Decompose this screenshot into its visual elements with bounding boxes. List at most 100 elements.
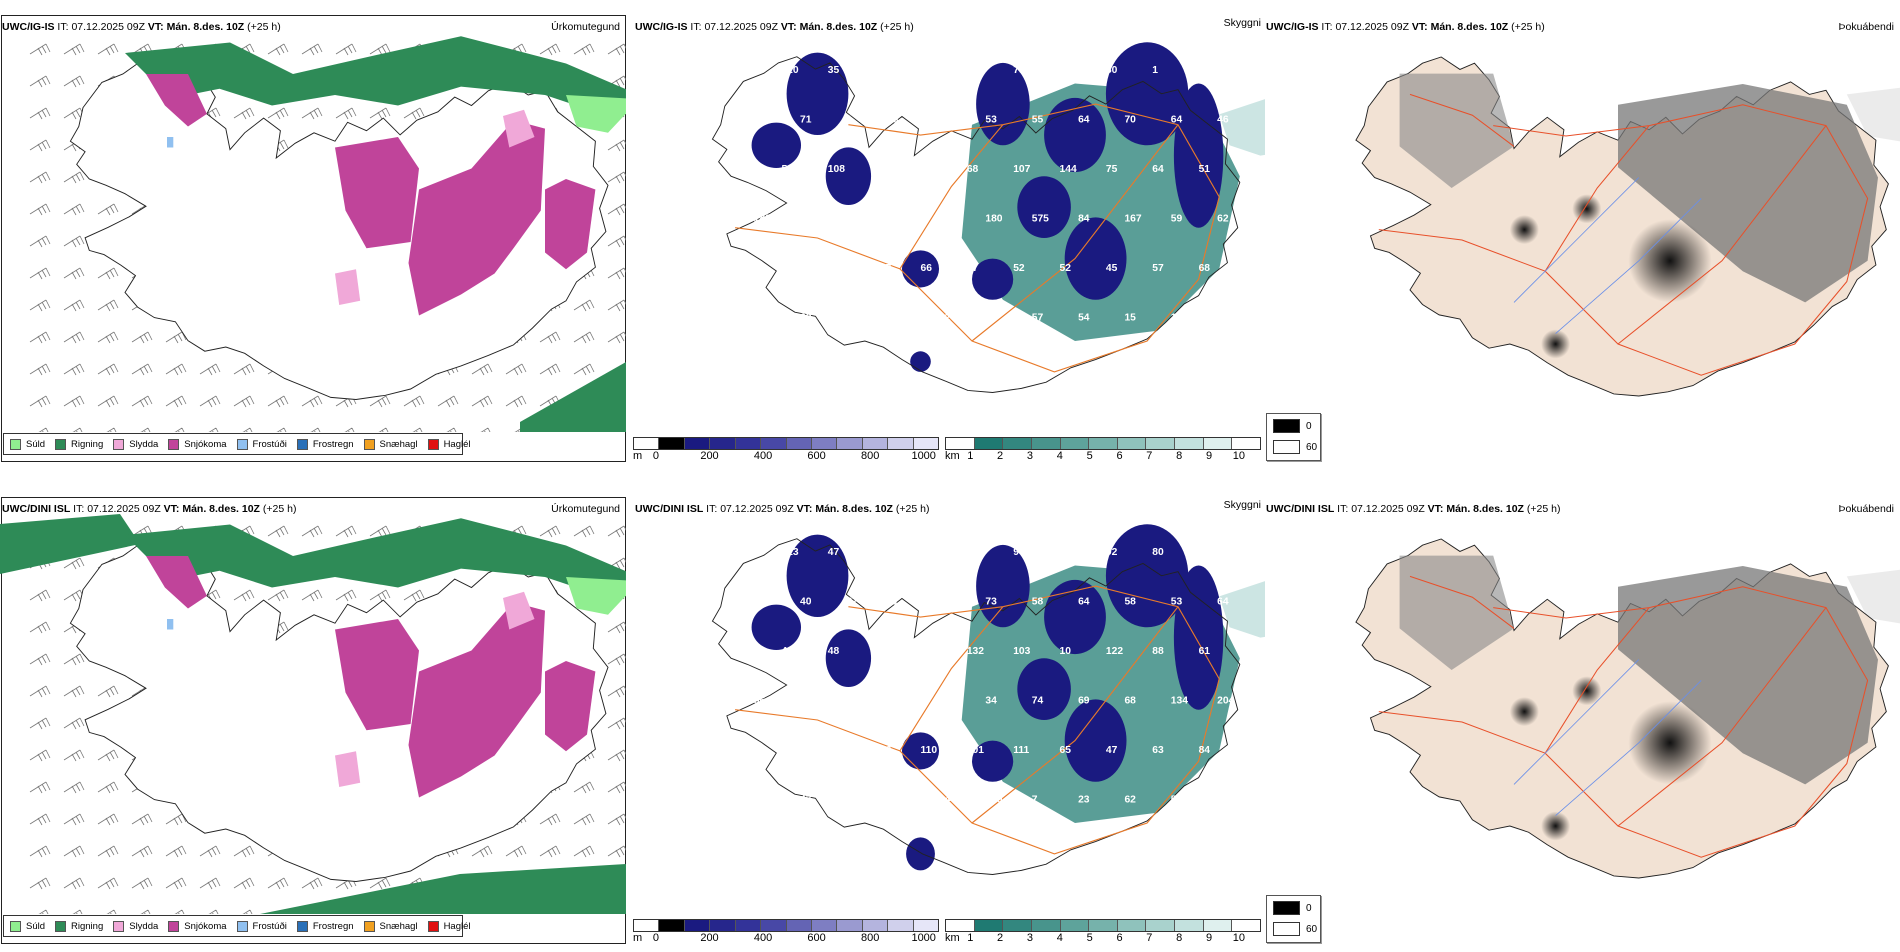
- cloudbase-value-label: 65: [1060, 745, 1072, 756]
- colorbar-tick-label: 10: [1232, 450, 1245, 462]
- vt-value: Mán. 8.des. 10Z: [815, 503, 893, 515]
- cloudbase-value-label: 64: [1078, 597, 1090, 608]
- legend-item: Súld: [10, 438, 45, 450]
- low-cloudbase-area: [1105, 42, 1189, 146]
- legend-swatch: [363, 438, 375, 450]
- legend-label: Slydda: [129, 920, 159, 932]
- fog-legend-label: 60: [1306, 441, 1318, 453]
- vt-value: Mán. 8.des. 10Z: [1446, 503, 1524, 515]
- colorbar-tick-label: 0: [652, 932, 659, 944]
- colorbar-cell: [1117, 920, 1147, 931]
- cloudbase-value-label: 236: [874, 745, 891, 756]
- cloudbase-value-label: 54: [1078, 312, 1090, 323]
- cloudbase-value-label: 64: [846, 312, 858, 323]
- snow-area: [146, 556, 207, 609]
- fog-dense-spot: [1509, 215, 1539, 245]
- sleet-area: [502, 591, 535, 630]
- cloudbase-value-label: 76: [921, 547, 933, 558]
- colorbar-cell: [684, 920, 711, 931]
- cloudbase-value-label: 54: [874, 646, 886, 657]
- legend-item: Frostúði: [236, 920, 287, 932]
- river-network: [1513, 659, 1702, 816]
- colorbar-unit: m: [633, 450, 643, 462]
- colorbar-cell: [1146, 438, 1176, 449]
- legend-swatch: [168, 920, 180, 932]
- cloudbase-value-label: 130: [828, 745, 845, 756]
- low-cloudbase-area: [901, 732, 940, 770]
- it-value: 07.12.2025 09Z: [1335, 21, 1409, 33]
- colorbar-tick-label: 7: [1146, 932, 1153, 944]
- colorbar-cell: [1232, 438, 1261, 449]
- parameter-label: Þokuábendi: [1838, 503, 1894, 515]
- cloudbase-value-label: 92: [1106, 547, 1118, 558]
- legend-swatch: [236, 438, 248, 450]
- legend-label: Slydda: [129, 438, 159, 450]
- it-value: 07.12.2025 09Z: [704, 21, 778, 33]
- cloudbase-value-label: 71: [985, 312, 997, 323]
- legend-swatch: [236, 920, 248, 932]
- snow-area: [408, 602, 545, 798]
- it-value: 07.12.2025 09Z: [71, 21, 145, 33]
- cloudbase-value-label: 34: [985, 696, 997, 707]
- cloudbase-value-label: 23: [1078, 794, 1090, 805]
- cloudbase-value-label: 47: [1106, 745, 1118, 756]
- colorbar-cell: [735, 920, 762, 931]
- snow-area: [545, 179, 596, 270]
- cloudbase-value-label: 580: [1217, 312, 1234, 323]
- vt-label: VT:: [796, 503, 813, 515]
- road-network: [1378, 93, 1869, 376]
- colorbar-tick-label: 8: [1176, 932, 1183, 944]
- legend-label: Súld: [26, 920, 46, 932]
- cloudbase-value-label: 57: [1152, 263, 1164, 274]
- legend-label: Snjókoma: [184, 920, 227, 932]
- cloudbase-value-label: 122: [781, 263, 798, 274]
- cloudbase-value-label: 97: [1199, 547, 1211, 558]
- cloudbase-value-label: 65: [921, 65, 933, 76]
- cloudbase-value-label: 53: [985, 115, 997, 126]
- cloudbase-value-label: 94: [1013, 547, 1025, 558]
- low-cloudbase-area: [972, 258, 1014, 300]
- cloudbase-value-label: 66: [939, 115, 951, 126]
- low-cloudbase-area: [906, 837, 935, 871]
- colorbar-tick-label: 2: [997, 932, 1004, 944]
- vt-value: Mán. 8.des. 10Z: [1430, 21, 1509, 33]
- sleet-area: [502, 109, 535, 148]
- cloudbase-value-label: 64: [1171, 115, 1183, 126]
- rain-area-sea: [520, 362, 626, 432]
- colorbar-tick-label: 800: [860, 450, 880, 462]
- cloudbase-value-label: 101: [967, 745, 984, 756]
- cloudbase-value-label: 210: [874, 164, 891, 175]
- cloudbase-value-label: 103: [874, 65, 891, 76]
- colorbar-cell: [862, 438, 889, 449]
- road-network: [735, 585, 1220, 855]
- colorbar-cell: [1089, 920, 1118, 931]
- fog-legend-swatch: [1273, 922, 1300, 936]
- cloudbase-value-label: 50: [893, 696, 905, 707]
- cloudbase-value-label: 35: [828, 65, 840, 76]
- cloudbase-value-label: 64: [1217, 597, 1229, 608]
- road-network: [735, 103, 1220, 373]
- low-cloudbase-area: [901, 250, 940, 288]
- cloudbase-value-label: 101: [921, 164, 938, 175]
- forecast-row-ig-is: UWC/IG-IS IT: 07.12.2025 09Z VT: Mán. 8.…: [0, 0, 1900, 470]
- legend-swatch: [427, 920, 439, 932]
- cloudbase-value-label: 91: [893, 312, 905, 323]
- cloudbase-value-label: 68: [1199, 263, 1211, 274]
- rain-area-sea: [260, 864, 626, 914]
- cloudbase-map: 16 220 35 103 65 68 79 73 80 1 108 99 71 1 3 66 53 55 64 70…: [711, 42, 1265, 393]
- fog-dense-spot: [1541, 811, 1571, 841]
- colorbar-unit: m: [633, 932, 643, 944]
- low-cloudbase-area: [751, 604, 802, 650]
- colorbar-tick-label: 1: [967, 450, 974, 462]
- panel-title: UWC/DINI ISL IT: 07.12.2025 09Z VT: Mán.…: [635, 503, 929, 515]
- colorbar-tick-label: 1000: [911, 932, 936, 944]
- fog-legend-item: 60: [1273, 440, 1317, 454]
- it-label: IT:: [1337, 503, 1349, 515]
- parameter-label: Úrkomutegund: [551, 503, 620, 515]
- visibility-colorbar: km 1 2 3 4 5 6 7 8 9 10: [945, 919, 1261, 944]
- legend-swatch: [113, 438, 125, 450]
- low-visibility-plume: [1219, 581, 1265, 638]
- legend-item: Snæhagl: [363, 920, 418, 932]
- it-label: IT:: [57, 21, 69, 33]
- sleet-area: [335, 269, 361, 305]
